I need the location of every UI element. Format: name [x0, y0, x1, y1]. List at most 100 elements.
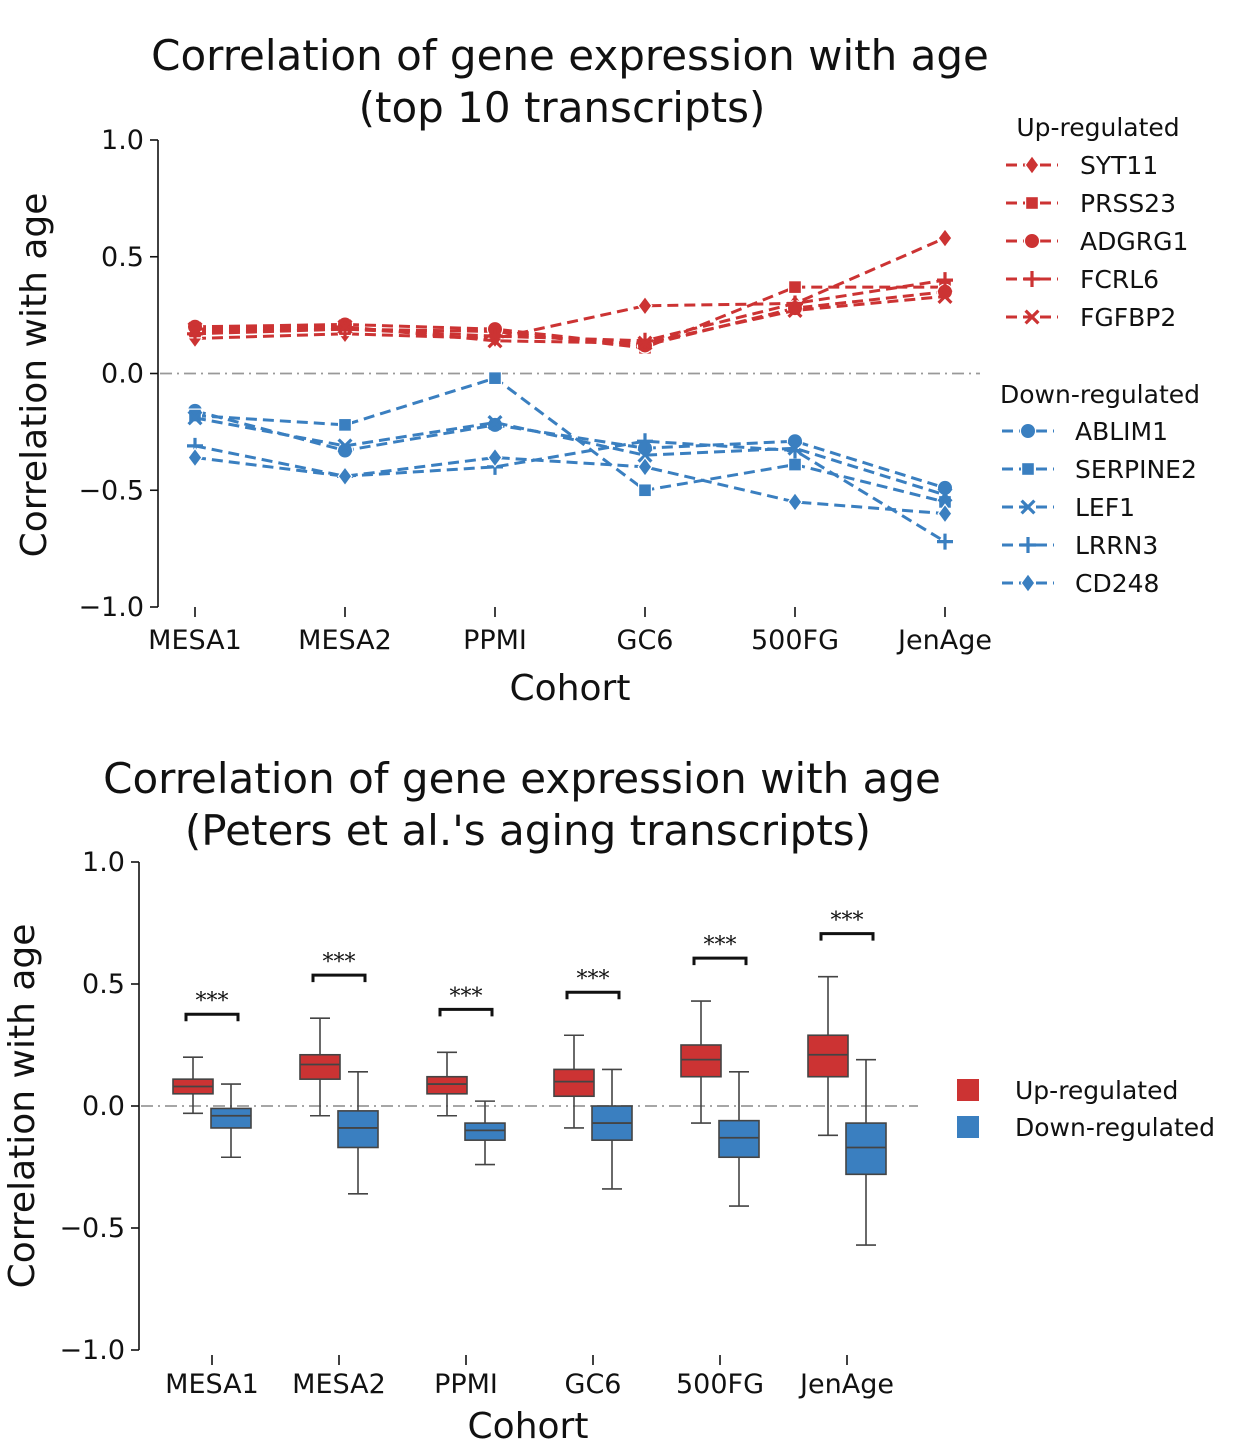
box-down-mesa1: [210, 1083, 252, 1159]
bracket-line: [565, 990, 621, 1000]
x-tick-label: 500FG: [751, 625, 839, 656]
bracket-line: [819, 932, 875, 941]
legend-item-prss23: PRSS23: [1006, 189, 1176, 218]
box-down-mesa2: [337, 1071, 379, 1195]
series-cd248: [187, 447, 953, 524]
data-point: [337, 438, 353, 454]
data-point: [787, 442, 803, 459]
box-up-gc6: [553, 1034, 595, 1129]
legend-swatch-down: [957, 1116, 979, 1138]
significance-stars: ***: [196, 989, 229, 1014]
box-iqr: [426, 1075, 468, 1095]
box-iqr: [680, 1044, 722, 1078]
series-line: [194, 294, 946, 345]
data-point: [787, 302, 803, 318]
box-iqr: [337, 1110, 379, 1149]
data-point: [937, 487, 953, 503]
legend-label: ABLIM1: [1075, 417, 1168, 446]
data-point: [637, 456, 653, 478]
chart-subtitle: (top 10 transcripts): [359, 83, 766, 132]
y-tick-label: 0.0: [82, 1091, 125, 1122]
chart-title: Correlation of gene expression with age: [151, 31, 989, 80]
series-line: [194, 278, 946, 343]
legend-label: LEF1: [1075, 493, 1135, 522]
data-point: [337, 466, 353, 487]
box-iqr: [845, 1122, 887, 1176]
series-fgfbp2: [187, 288, 953, 351]
bracket-line: [438, 1007, 494, 1017]
data-point: [637, 433, 653, 450]
bracket-line: [311, 973, 367, 983]
data-point: [487, 415, 503, 431]
data-point: [787, 491, 803, 513]
box-down-jenage: [845, 1058, 887, 1246]
data-point: [187, 321, 203, 337]
legend-item-lef1: LEF1: [1002, 493, 1135, 522]
legend-item-serpine2: SERPINE2: [1002, 455, 1197, 484]
legend-item-cd248: CD248: [1002, 569, 1159, 598]
x-tick-label: MESA2: [298, 625, 392, 656]
box-iqr: [718, 1119, 760, 1159]
y-axis-label: Correlation with age: [2, 924, 43, 1289]
chart-title: Correlation of gene expression with age: [103, 754, 941, 803]
legend-marker: [1024, 271, 1040, 287]
data-point: [637, 295, 653, 316]
x-tick-label: PPMI: [434, 1369, 498, 1400]
legend: Up-regulated Down-regulated: [957, 1076, 1215, 1142]
y-tick-label: −1.0: [59, 1335, 125, 1366]
box-down-ppmi: [464, 1100, 506, 1166]
legend-marker: [1024, 196, 1039, 211]
legend-label: LRRN3: [1075, 531, 1158, 560]
data-point: [787, 280, 802, 295]
box-iqr: [807, 1034, 849, 1078]
box-iqr: [464, 1122, 506, 1141]
legend-item-lrrn3: LRRN3: [1002, 531, 1158, 560]
significance-bracket-ppmi: ***: [438, 984, 494, 1017]
significance-bracket-500fg: ***: [692, 933, 748, 966]
legend-group-up: Up-regulated: [1016, 113, 1179, 142]
series-line: [194, 236, 946, 340]
box-iqr: [299, 1053, 341, 1080]
data-point: [937, 533, 953, 550]
legend-item-adgrg1: ADGRG1: [1006, 227, 1188, 256]
box-iqr: [553, 1068, 595, 1098]
legend-label-up: Up-regulated: [1015, 1076, 1178, 1105]
bracket-line: [184, 1012, 240, 1022]
box-down-gc6: [591, 1068, 633, 1190]
legend-label: ADGRG1: [1080, 227, 1188, 256]
box-up-mesa1: [172, 1056, 214, 1115]
y-axis-label: Correlation with age: [14, 193, 55, 558]
significance-bracket-gc6: ***: [565, 967, 621, 1000]
data-point: [637, 332, 653, 349]
series-lef1: [187, 410, 953, 503]
significance-stars: ***: [704, 933, 737, 958]
legend-marker: [1020, 499, 1036, 515]
significance-stars: ***: [831, 909, 864, 934]
x-tick-label: GC6: [617, 625, 674, 656]
legend-label: FCRL6: [1080, 265, 1159, 294]
data-point: [637, 483, 652, 498]
legend-marker: [1020, 572, 1036, 594]
x-tick-label: 500FG: [676, 1369, 764, 1400]
x-tick-label: GC6: [565, 1369, 622, 1400]
box-down-500fg: [718, 1071, 760, 1207]
legend-label: SERPINE2: [1075, 455, 1197, 484]
data-point: [937, 227, 953, 249]
data-point: [337, 319, 353, 335]
significance-stars: ***: [323, 950, 356, 975]
legend-label: SYT11: [1080, 151, 1158, 180]
x-tick-label: PPMI: [463, 625, 527, 656]
series-line: [194, 409, 946, 490]
legend: Up-regulated Down-regulated SYT11 PRSS23 A…: [1000, 113, 1200, 598]
legend-label-down: Down-regulated: [1015, 1113, 1215, 1142]
data-point: [487, 447, 503, 468]
legend-item-fcrl6: FCRL6: [1006, 265, 1159, 294]
data-point: [187, 447, 203, 468]
data-point: [637, 335, 653, 351]
legend-marker: [1020, 537, 1036, 553]
y-tick-label: −0.5: [59, 1213, 125, 1244]
data-point: [187, 410, 203, 426]
significance-bracket-jenage: ***: [819, 909, 875, 941]
